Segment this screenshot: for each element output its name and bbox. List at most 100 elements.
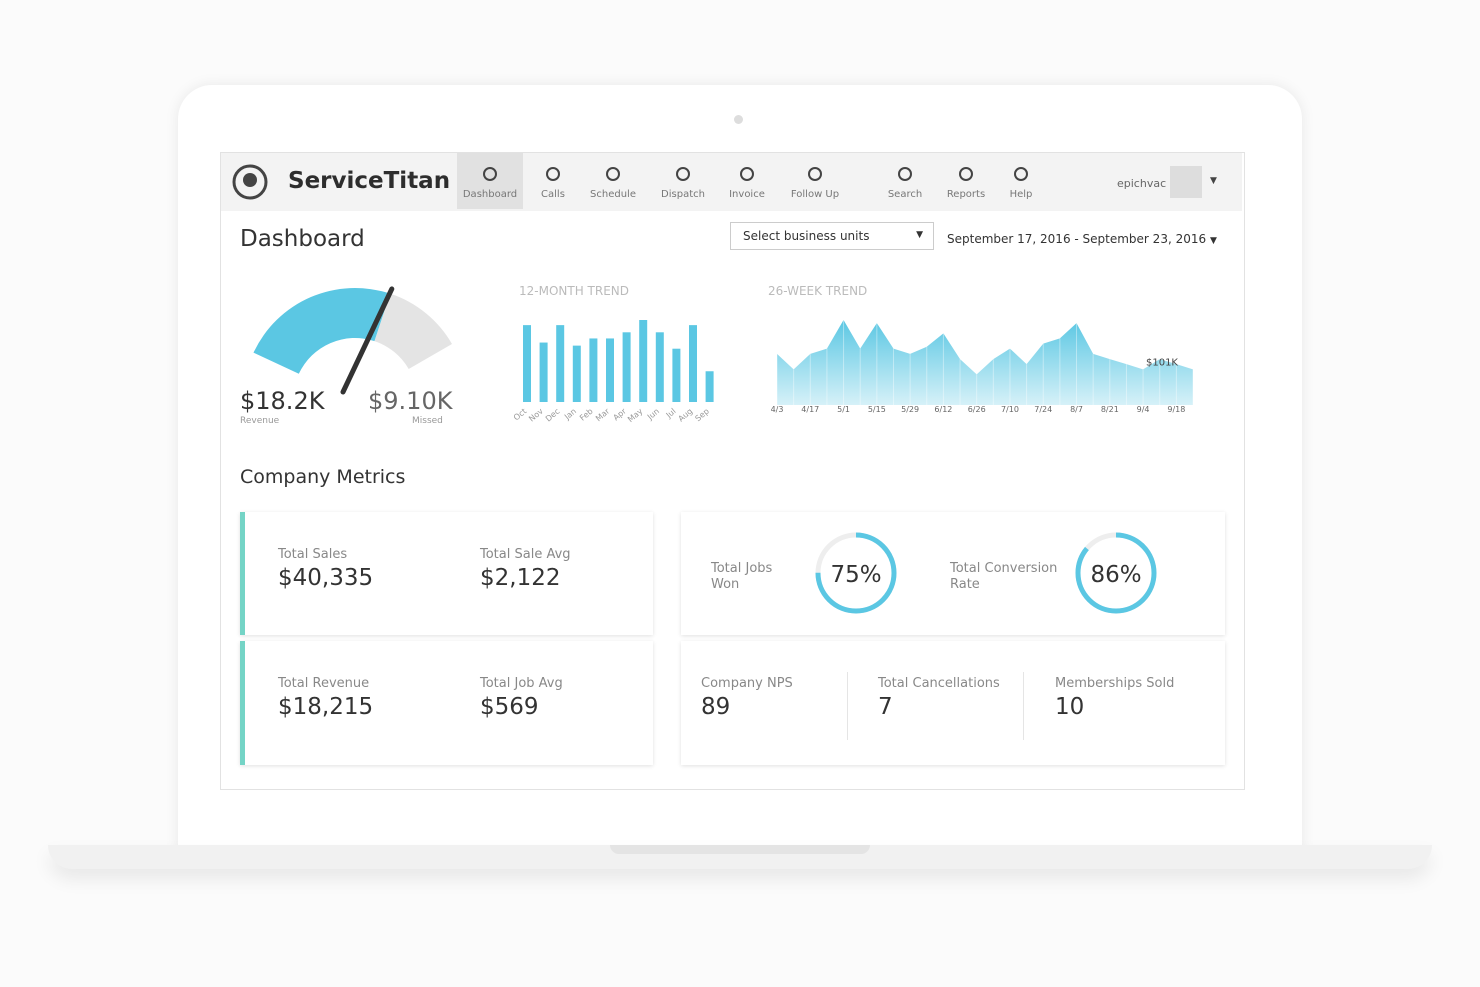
x-tick-label: Jun [645, 407, 661, 423]
logo [232, 164, 268, 200]
metric-value: $569 [480, 694, 539, 720]
x-tick-label: 5/29 [901, 405, 919, 414]
gauge-value: $9.10K [368, 387, 453, 415]
nav-item[interactable]: Search [887, 189, 923, 200]
metric-label: Total Conversion Rate [950, 561, 1058, 592]
metric-label: Total Sale Avg [480, 547, 571, 562]
date-range-text: September 17, 2016 - September 23, 2016 [947, 232, 1207, 246]
bar [523, 325, 531, 402]
metric-card [240, 641, 653, 765]
page-title: Dashboard [240, 226, 365, 252]
ring-label: 75% [830, 562, 881, 588]
metric-card [681, 512, 1225, 635]
x-tick-label: Aug [677, 407, 695, 424]
x-tick-label: Sep [694, 407, 711, 424]
x-tick-label: 9/18 [1167, 405, 1185, 414]
bar [606, 338, 614, 402]
bar [539, 342, 548, 402]
nav-item[interactable]: Invoice [729, 189, 765, 200]
metric-card [681, 641, 1225, 765]
bar [572, 345, 581, 402]
x-tick-label: Jan [562, 407, 578, 422]
x-tick-label: 4/3 [771, 405, 784, 414]
divider [847, 672, 848, 740]
x-tick-label: Nov [527, 406, 545, 423]
bar [655, 332, 664, 402]
metric-value: $18,215 [278, 694, 374, 720]
gauge-needle [340, 286, 395, 395]
nav-bar [221, 153, 1242, 211]
x-tick-label: Oct [512, 407, 528, 423]
nav-icon [676, 167, 690, 181]
nav-item[interactable]: Calls [541, 189, 565, 200]
metric-value: 89 [701, 694, 731, 720]
x-tick-label: Jul [664, 407, 678, 421]
x-tick-label: Dec [544, 407, 562, 424]
nav-item[interactable]: Reports [946, 189, 986, 200]
gauge-rest [374, 293, 452, 369]
select-text: Select business units [743, 229, 870, 243]
laptop-notch [610, 845, 870, 854]
gauge-label: Missed [412, 416, 443, 426]
x-tick-label: Mar [594, 406, 612, 423]
nav-icon [1014, 167, 1028, 181]
nav-icon [740, 167, 754, 181]
x-tick-label: 6/26 [968, 405, 986, 414]
metric-label: Company NPS [701, 676, 793, 691]
x-tick-label: 8/21 [1101, 405, 1119, 414]
x-tick-label: Apr [611, 406, 628, 422]
nav-item[interactable]: Help [1009, 189, 1033, 200]
nav-item[interactable]: Schedule [590, 189, 636, 200]
gauge-label: Revenue [240, 416, 280, 426]
x-tick-label: 8/7 [1070, 405, 1083, 414]
metric-value: $2,122 [480, 565, 561, 591]
metric-value: 10 [1055, 694, 1085, 720]
section-title: Company Metrics [240, 466, 406, 488]
x-tick-label: 5/15 [868, 405, 886, 414]
metric-value: $40,335 [278, 565, 374, 591]
divider [1023, 672, 1024, 740]
x-tick-label: May [626, 406, 645, 424]
metric-value: 7 [878, 694, 893, 720]
x-tick-label: 4/17 [801, 405, 819, 414]
nav-item[interactable]: Follow Up [790, 189, 840, 200]
nav-icon [959, 167, 973, 181]
chart-title: 26-WEEK TREND [768, 284, 868, 298]
metric-label: Total Job Avg [480, 676, 563, 691]
bar [705, 371, 714, 402]
metric-label: Total Cancellations [878, 676, 1000, 691]
ring [1075, 532, 1157, 614]
bar [639, 320, 648, 402]
metric-label: Memberships Sold [1055, 676, 1175, 691]
nav-icon [898, 167, 912, 181]
user-name[interactable]: epichvac [1117, 177, 1167, 190]
x-tick-label: 7/24 [1034, 405, 1052, 414]
bar [556, 325, 565, 402]
x-tick-label: 9/4 [1137, 405, 1150, 414]
annotation: $101K [1146, 357, 1178, 368]
nav-icon [546, 167, 560, 181]
bar [672, 348, 681, 402]
nav-item[interactable]: Dispatch [661, 189, 705, 200]
x-tick-label: 6/12 [934, 405, 952, 414]
business-units-select[interactable]: Select business units ▼ [730, 222, 934, 250]
ring [815, 532, 897, 614]
avatar[interactable] [1170, 166, 1202, 198]
user-menu-caret[interactable]: ▼ [1210, 176, 1217, 186]
bar [689, 325, 697, 402]
ring-label: 86% [1090, 562, 1141, 588]
metric-card [240, 512, 653, 635]
brand[interactable]: ServiceTitan [288, 168, 451, 194]
x-tick-label: 5/1 [837, 405, 850, 414]
nav-icon [606, 167, 620, 181]
metric-label: Total Sales [278, 547, 348, 562]
gauge-fill [253, 288, 391, 374]
x-tick-label: Feb [578, 407, 595, 423]
date-range[interactable]: September 17, 2016 - September 23, 2016 … [947, 232, 1217, 246]
nav-icon [483, 167, 497, 181]
metric-label: Total Revenue [278, 676, 370, 691]
chart-title: 12-MONTH TREND [519, 284, 630, 298]
camera [734, 115, 743, 124]
